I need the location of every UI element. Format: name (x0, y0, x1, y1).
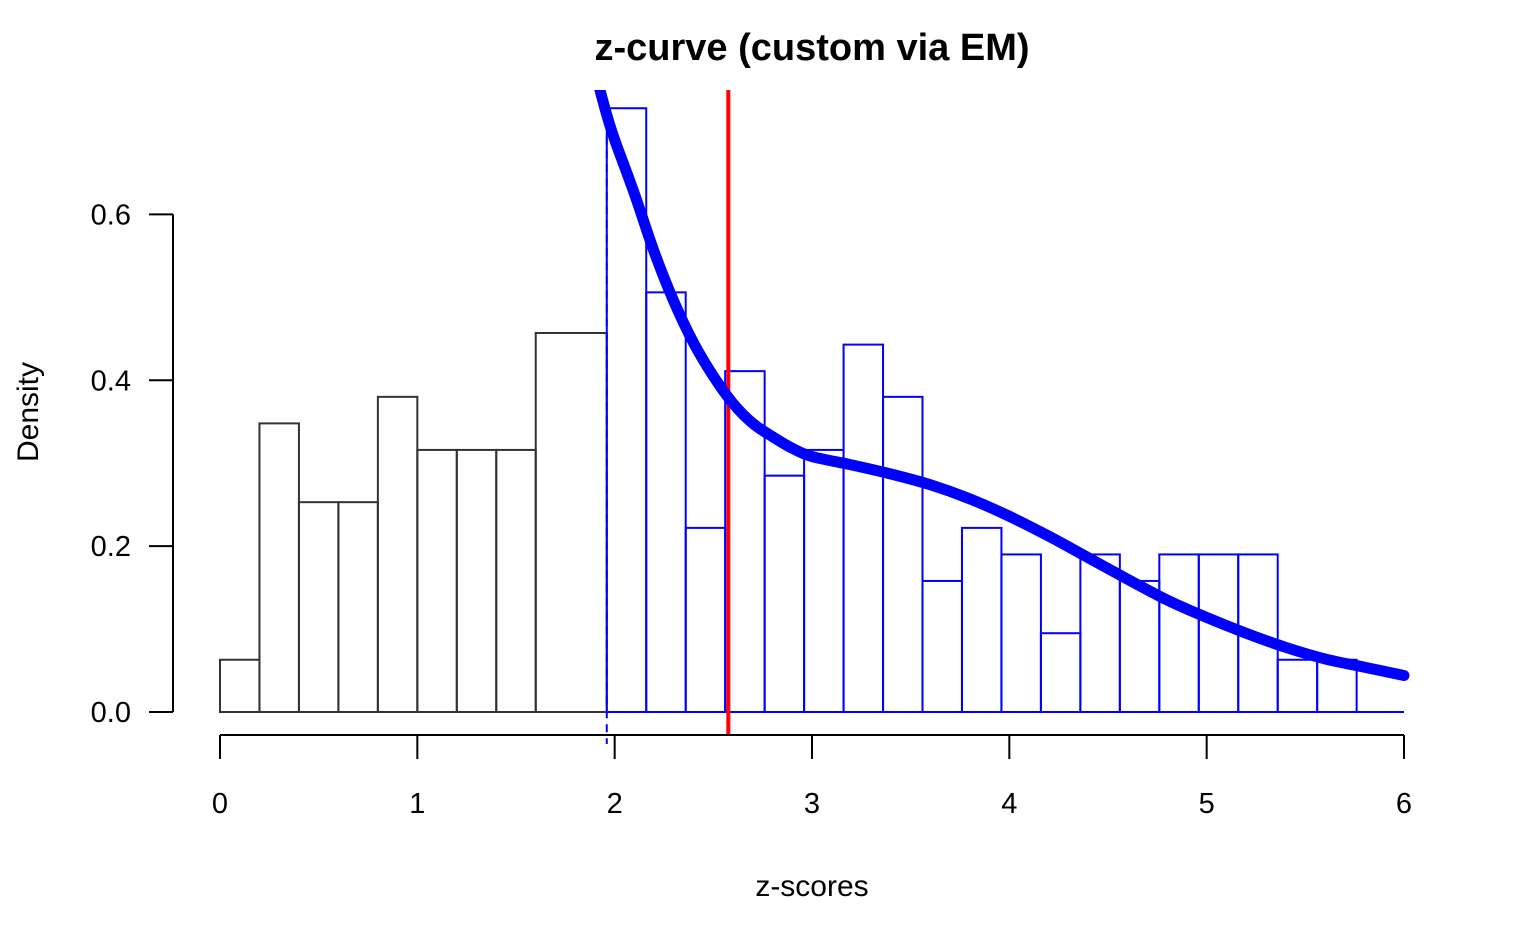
x-tick-label-4: 4 (1001, 788, 1017, 820)
significant-bar-13 (1118, 579, 1161, 713)
chart-title: z-curve (custom via EM) (595, 27, 1030, 69)
nonsignificant-bar-8 (534, 331, 608, 713)
significant-bar-17 (1276, 658, 1319, 714)
x-tick-label-6: 6 (1396, 788, 1412, 820)
nonsignificant-bar-7 (495, 448, 537, 713)
x-tick-label-0: 0 (212, 788, 228, 820)
y-tick-label-0: 0.0 (91, 697, 131, 729)
threshold-lines (605, 90, 731, 744)
significant-bar-12 (1079, 553, 1121, 714)
significant-bar-11 (1039, 632, 1082, 713)
significant-bar-5 (803, 448, 845, 713)
significant-bar-1 (645, 291, 687, 713)
x-tick-label-3: 3 (804, 788, 820, 820)
nonsignificant-bar-3 (337, 501, 379, 714)
significant-bar-10 (1000, 553, 1042, 714)
x-tick-label-2: 2 (607, 788, 623, 820)
y-tick-label-1: 0.2 (91, 531, 131, 563)
significant-bar-9 (960, 526, 1003, 713)
x-axis: 0 1 2 3 4 5 6 (212, 734, 1412, 820)
y-tick-label-2: 0.4 (91, 365, 131, 397)
significant-bar-14 (1158, 553, 1200, 714)
significant-bar-6 (842, 343, 885, 713)
significant-bar-4 (763, 474, 806, 714)
density-curve-group (594, 90, 1410, 682)
nonsignificant-bar-1 (258, 422, 300, 713)
nonsignificant-bar-4 (376, 395, 419, 713)
nonsignificant-bar-6 (455, 448, 498, 713)
nonsignificant-bar-0 (219, 658, 261, 714)
y-tick-label-3: 0.6 (91, 199, 131, 231)
significant-bar-2 (684, 526, 727, 713)
density-curve (594, 90, 1410, 682)
significant-histogram (605, 107, 1404, 714)
x-tick-label-1: 1 (409, 788, 425, 820)
significant-bar-7 (882, 395, 924, 713)
nonsignificant-bar-2 (297, 501, 340, 714)
x-axis-label: z-scores (755, 870, 868, 903)
significant-bar-8 (921, 579, 963, 713)
nonsignificant-histogram (219, 331, 608, 714)
nonsignificant-bar-5 (416, 448, 458, 713)
y-axis-label: Density (12, 362, 45, 462)
x-tick-label-5: 5 (1199, 788, 1215, 820)
y-axis: 0.0 0.2 0.4 0.6 (91, 199, 174, 729)
